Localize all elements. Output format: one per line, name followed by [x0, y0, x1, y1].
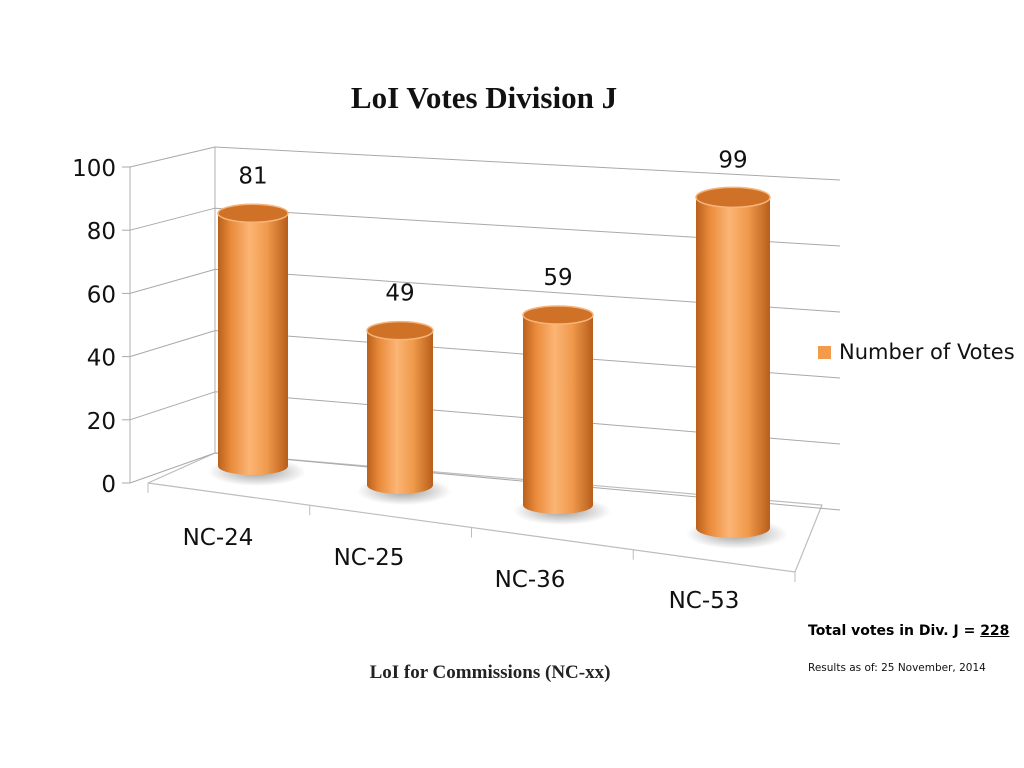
legend-swatch: [818, 345, 831, 359]
data-labels: 81 49 59 99: [238, 147, 747, 306]
y-tick-label: 20: [87, 409, 116, 435]
bar-top: [695, 186, 771, 209]
gridline-back: [214, 146, 841, 181]
bar-top: [217, 203, 289, 224]
total-votes-value: 228: [980, 623, 1010, 639]
x-tick-label: NC-53: [669, 588, 740, 614]
data-label: 49: [385, 281, 414, 307]
bar: [208, 203, 306, 486]
x-tick-label: NC-36: [495, 567, 566, 593]
gridline-side: [129, 268, 216, 294]
bar: [686, 186, 788, 549]
x-tick-label: NC-25: [334, 545, 405, 571]
x-axis-label: LoI for Commissions (NC-xx): [369, 662, 611, 683]
legend: Number of Votes: [818, 340, 1015, 364]
bar-body: [523, 315, 593, 514]
data-label: 59: [543, 265, 572, 291]
y-tick-label: 60: [87, 282, 116, 308]
gridline-side: [129, 391, 216, 421]
legend-label: Number of Votes: [839, 340, 1015, 364]
gridline-side: [129, 146, 216, 168]
bar: [357, 320, 451, 505]
x-axis-ticks: NC-24 NC-25 NC-36 NC-53: [147, 483, 796, 614]
y-tick-label: 80: [87, 219, 116, 245]
y-axis-ticks: 0 20 40 60 80 100: [72, 156, 130, 498]
results-date: Results as of: 25 November, 2014: [808, 662, 986, 674]
data-label: 81: [238, 163, 267, 189]
total-votes: Total votes in Div. J = 228: [808, 623, 1009, 639]
bar-body: [367, 330, 433, 494]
bar-top: [366, 320, 434, 341]
gridline-side: [129, 330, 216, 358]
bar-top: [522, 305, 594, 325]
y-tick-label: 0: [101, 472, 116, 498]
bar-body: [696, 197, 770, 538]
y-tick-label: 100: [72, 156, 116, 182]
chart-title: LoI Votes Division J: [350, 80, 618, 115]
y-tick-label: 40: [87, 346, 116, 372]
chart-frame: [129, 147, 823, 573]
bar: [513, 305, 611, 525]
bars: [208, 186, 788, 549]
x-tick-label: NC-24: [183, 525, 254, 551]
floor: [147, 452, 823, 573]
data-label: 99: [718, 147, 747, 173]
total-votes-label: Total votes in Div. J =: [808, 623, 981, 639]
gridline-side: [129, 452, 216, 484]
gridline-side: [129, 207, 216, 231]
bar-body: [218, 213, 288, 475]
